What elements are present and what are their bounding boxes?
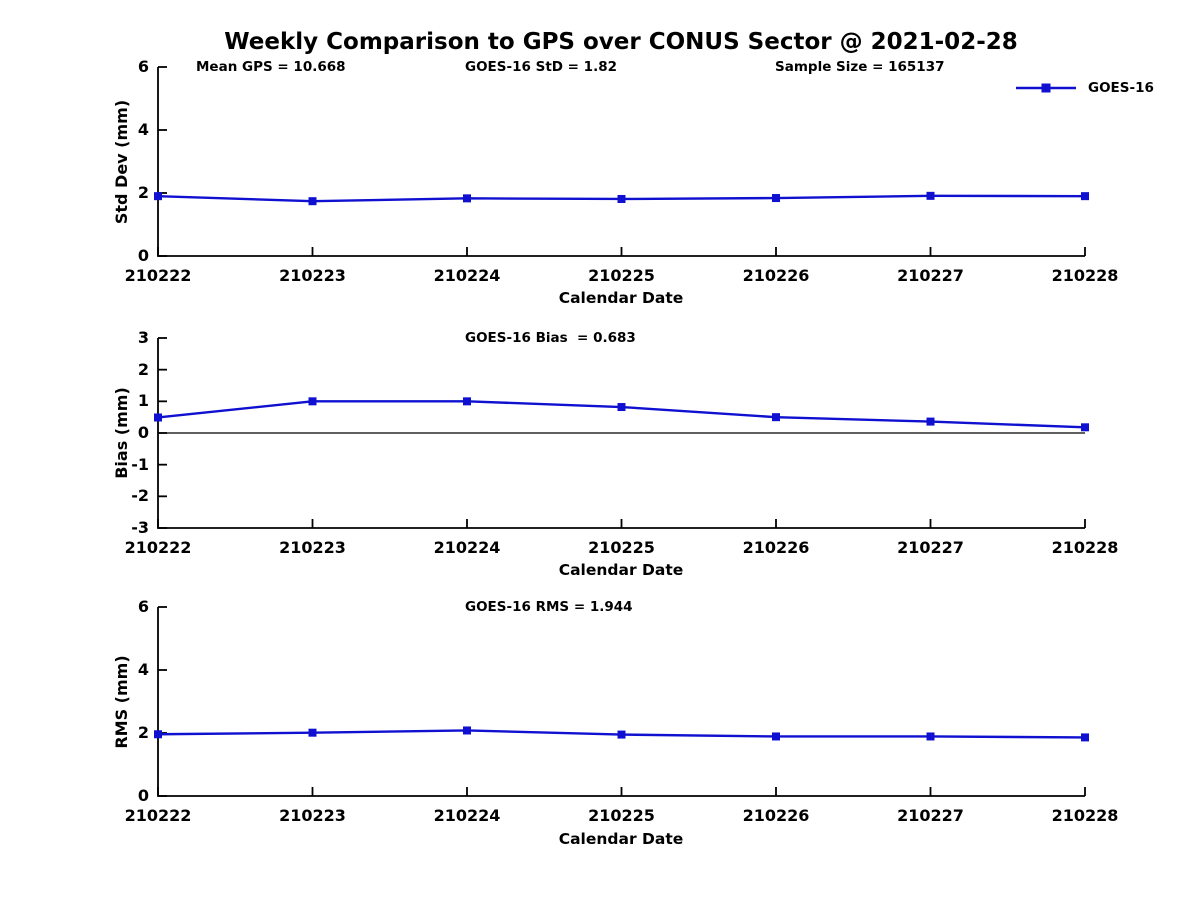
x-axis-label-bias: Calendar Date <box>558 561 684 579</box>
x-tick-label: 210222 <box>124 538 192 557</box>
legend-square-marker-icon <box>1041 83 1051 93</box>
x-tick-label: 210227 <box>897 538 964 557</box>
x-tick-label: 210225 <box>588 538 655 557</box>
annotation-sample-size: Sample Size = 165137 <box>775 59 945 75</box>
x-tick-label: 210223 <box>279 538 346 557</box>
x-tick-label: 210222 <box>124 266 192 285</box>
data-point-marker <box>1081 192 1089 201</box>
y-tick-label: -2 <box>131 486 149 506</box>
y-tick-label: 0 <box>137 423 149 442</box>
data-point-marker <box>154 730 162 739</box>
y-tick-label: 2 <box>137 183 149 202</box>
y-axis-label-stddev: Std Dev (mm) <box>112 99 131 225</box>
y-tick-label: 1 <box>137 391 149 411</box>
x-tick-label: 210226 <box>742 538 810 557</box>
y-tick-label: 2 <box>137 359 149 379</box>
x-tick-label: 210223 <box>279 806 346 825</box>
annotation-goes16-std: GOES-16 StD = 1.82 <box>465 59 617 75</box>
y-tick-label: 6 <box>137 57 149 76</box>
data-point-marker <box>926 732 935 741</box>
y-tick-label: 4 <box>137 120 149 139</box>
data-point-marker <box>617 403 626 412</box>
x-tick-label: 210226 <box>742 266 810 285</box>
legend-marker-line-icon <box>1016 83 1076 93</box>
x-tick-label: 210227 <box>897 266 964 285</box>
y-tick-label: 2 <box>137 723 149 742</box>
x-tick-label: 210222 <box>124 806 192 825</box>
data-point-marker <box>772 413 780 422</box>
x-tick-label: 210226 <box>742 806 810 825</box>
data-point-marker <box>1081 733 1089 742</box>
data-point-marker <box>463 397 471 406</box>
x-tick-label: 210228 <box>1051 538 1119 557</box>
data-point-marker <box>772 194 780 203</box>
data-point-marker <box>154 413 162 422</box>
data-point-marker <box>926 417 935 426</box>
x-tick-label: 210225 <box>588 806 655 825</box>
data-point-marker <box>617 194 626 203</box>
y-tick-label: 6 <box>137 597 149 616</box>
x-axis-label-stddev: Calendar Date <box>558 289 684 307</box>
figure-title: Weekly Comparison to GPS over CONUS Sect… <box>224 29 1018 55</box>
annotation-goes16-bias: GOES-16 Bias = 0.683 <box>465 330 636 346</box>
y-tick-label: -1 <box>131 454 149 474</box>
y-tick-label: 3 <box>137 328 149 347</box>
x-tick-label: 210224 <box>433 538 501 557</box>
y-tick-label: -3 <box>131 518 149 537</box>
y-axis-label-bias: Bias (mm) <box>112 387 131 479</box>
x-tick-label: 210228 <box>1051 266 1119 285</box>
x-tick-label: 210224 <box>433 266 501 285</box>
annotation-mean-gps: Mean GPS = 10.668 <box>196 59 346 75</box>
data-point-marker <box>617 730 626 739</box>
legend: GOES-16 <box>1014 79 1154 97</box>
x-tick-label: 210225 <box>588 266 655 285</box>
data-point-marker <box>1081 423 1089 432</box>
data-point-marker <box>926 191 935 200</box>
data-point-marker <box>772 732 780 741</box>
data-point-marker <box>308 197 317 206</box>
annotation-goes16-rms: GOES-16 RMS = 1.944 <box>465 599 633 615</box>
data-point-marker <box>463 194 471 203</box>
y-tick-label: 4 <box>137 660 149 679</box>
data-point-marker <box>308 728 317 737</box>
data-point-marker <box>463 726 471 735</box>
y-axis-label-rms: RMS (mm) <box>112 655 131 749</box>
x-axis-label-rms: Calendar Date <box>558 830 684 848</box>
x-tick-label: 210224 <box>433 806 501 825</box>
x-tick-label: 210227 <box>897 806 964 825</box>
x-tick-label: 210228 <box>1051 806 1119 825</box>
y-tick-label: 0 <box>137 786 149 805</box>
x-tick-label: 210223 <box>279 266 346 285</box>
data-point-marker <box>308 397 317 406</box>
legend-label: GOES-16 <box>1088 80 1154 96</box>
y-tick-label: 0 <box>137 246 149 265</box>
data-point-marker <box>154 192 162 201</box>
